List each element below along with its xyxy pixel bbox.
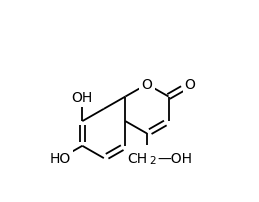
Text: 2: 2 xyxy=(149,156,156,166)
Text: —OH: —OH xyxy=(158,151,193,165)
Text: O: O xyxy=(142,78,152,92)
Text: CH: CH xyxy=(127,151,147,165)
Text: OH: OH xyxy=(72,90,93,104)
Text: HO: HO xyxy=(50,151,71,165)
Text: O: O xyxy=(185,78,196,92)
